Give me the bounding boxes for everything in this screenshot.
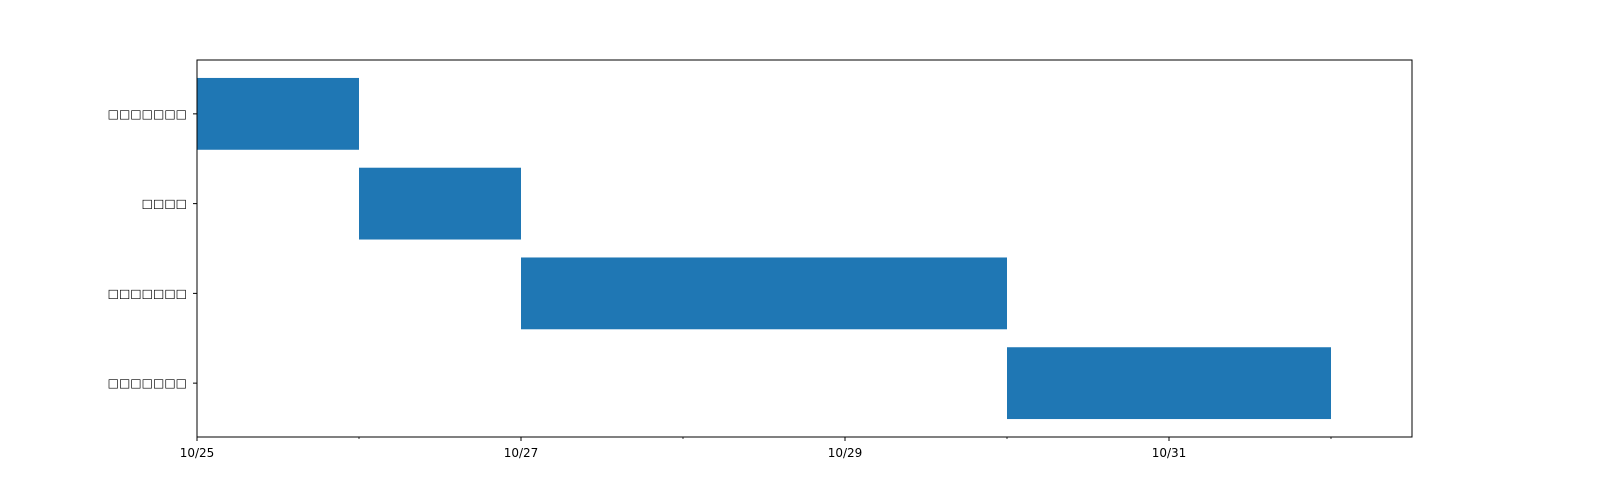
x-tick-label: 10/29 (828, 446, 863, 460)
y-tick-label: □□□□ (142, 197, 187, 211)
task-bar (1007, 347, 1331, 420)
bars-layer (197, 77, 1331, 420)
x-tick-label: 10/31 (1152, 446, 1187, 460)
x-axis: 10/25 10/27 10/29 10/31 (180, 437, 1332, 460)
y-axis: □□□□□□□□□□□□□□□□□□□□□□□□□ (108, 107, 197, 390)
y-tick-label: □□□□□□□ (108, 107, 187, 121)
y-tick-label: □□□□□□□ (108, 376, 187, 390)
task-bar (359, 167, 521, 240)
task-bar (521, 257, 1007, 330)
task-bar (197, 77, 359, 150)
plot-frame (196, 59, 1413, 438)
x-tick-label: 10/25 (180, 446, 215, 460)
x-tick-label: 10/27 (504, 446, 539, 460)
y-tick-label: □□□□□□□ (108, 286, 187, 300)
